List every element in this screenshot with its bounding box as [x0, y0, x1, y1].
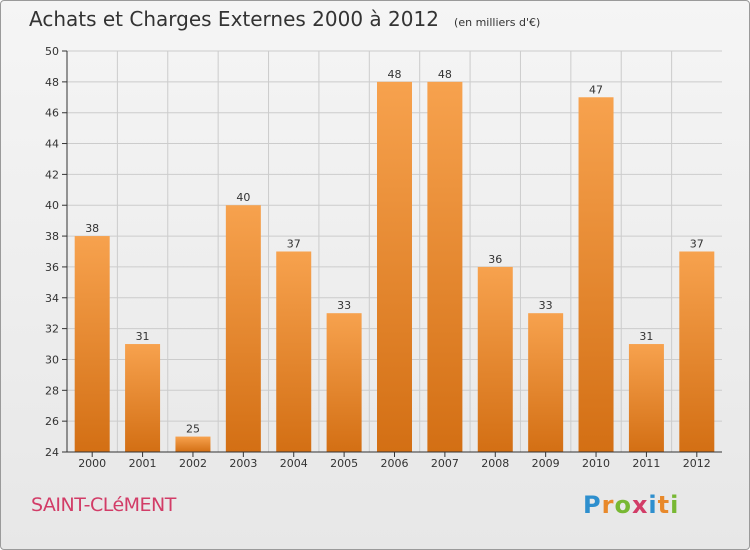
data-label: 25	[186, 423, 200, 436]
commune-name: SAINT-CLéMENT	[31, 494, 176, 516]
data-label: 33	[337, 299, 351, 312]
y-tick-label: 36	[45, 261, 59, 274]
bar	[427, 81, 463, 452]
y-tick-label: 50	[45, 45, 59, 58]
bar	[628, 344, 664, 452]
x-tick-label: 2010	[582, 457, 610, 470]
bar	[578, 97, 614, 453]
logo-letter: x	[631, 491, 649, 519]
bar	[225, 205, 261, 452]
bar	[528, 313, 564, 452]
x-tick-label: 2007	[431, 457, 459, 470]
labels: 38 2000 31 2001 25 2002 40 2003 37 2004 33 2005 48 20…	[78, 68, 711, 470]
y-tick-label: 38	[45, 230, 59, 243]
bar	[175, 436, 211, 452]
y-tick-label: 44	[45, 138, 59, 151]
chart-unit: (en milliers d'€)	[454, 16, 541, 29]
data-label: 31	[136, 330, 150, 343]
x-tick-label: 2003	[229, 457, 257, 470]
y-tick-label: 24	[45, 446, 59, 459]
x-tick-label: 2011	[632, 457, 660, 470]
data-label: 38	[85, 222, 99, 235]
y-tick-label: 32	[45, 323, 59, 336]
data-label: 33	[539, 299, 553, 312]
x-tick-label: 2000	[78, 457, 106, 470]
data-label: 36	[488, 253, 502, 266]
bar	[74, 236, 110, 452]
chart-title-main: Achats et Charges Externes 2000 à 2012	[29, 7, 439, 31]
y-tick-label: 30	[45, 353, 59, 366]
proxiti-logo: Proxiti	[583, 491, 679, 519]
bar	[125, 344, 161, 452]
bar	[679, 251, 715, 452]
y-tick-label: 34	[45, 292, 59, 305]
data-label: 48	[438, 68, 452, 81]
y-tick-label: 40	[45, 199, 59, 212]
x-tick-label: 2005	[330, 457, 358, 470]
x-tick-label: 2001	[129, 457, 157, 470]
x-tick-label: 2004	[280, 457, 308, 470]
data-label: 31	[639, 330, 653, 343]
y-tick-label: 48	[45, 76, 59, 89]
data-label: 37	[690, 238, 704, 251]
bar	[276, 251, 312, 452]
x-tick-label: 2008	[481, 457, 509, 470]
x-tick-label: 2006	[381, 457, 409, 470]
logo-letter: i	[670, 491, 680, 519]
data-label: 40	[236, 191, 250, 204]
logo-letter: P	[583, 491, 602, 519]
chart-title: Achats et Charges Externes 2000 à 2012 (…	[29, 7, 540, 31]
x-tick-label: 2002	[179, 457, 207, 470]
data-label: 47	[589, 83, 603, 96]
bar	[477, 266, 513, 452]
bar	[377, 81, 412, 452]
x-tick-label: 2012	[683, 457, 711, 470]
data-label: 37	[287, 238, 301, 251]
y-tick-label: 42	[45, 168, 59, 181]
bar	[326, 313, 362, 452]
logo-letter: o	[614, 491, 632, 519]
bars	[74, 81, 715, 453]
axes: 24 26 28 30 32 34 36 38 40 42 44 46 48 50	[45, 45, 722, 459]
x-tick-label: 2009	[532, 457, 560, 470]
logo-letter: i	[648, 491, 658, 519]
y-tick-label: 46	[45, 107, 59, 120]
y-tick-label: 28	[45, 384, 59, 397]
data-label: 48	[388, 68, 402, 81]
logo-letter: r	[601, 491, 615, 519]
y-tick-label: 26	[45, 415, 59, 428]
logo-letter: t	[657, 491, 671, 519]
